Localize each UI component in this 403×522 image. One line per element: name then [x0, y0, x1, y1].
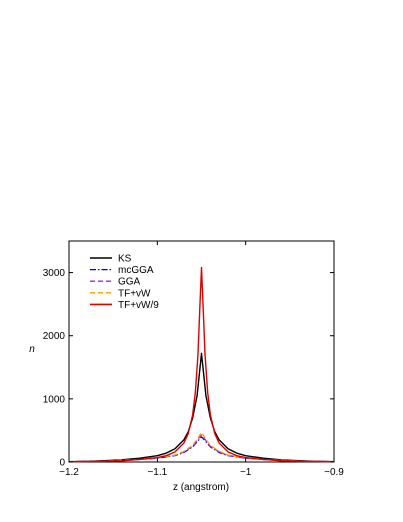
- series-line-tf-vw-9: [68, 266, 335, 463]
- y-tick-label: 1000: [43, 394, 66, 405]
- y-tick-label: 2000: [43, 331, 66, 342]
- legend-label: TF+vW: [118, 288, 151, 299]
- series-layer: [68, 266, 335, 463]
- y-tick-label: 3000: [43, 268, 66, 279]
- legend-label: TF+vW/9: [118, 300, 159, 311]
- series-line-mcgga: [68, 436, 335, 463]
- y-tick-label: 0: [59, 458, 65, 469]
- x-axis-label: z (angstrom): [173, 482, 229, 493]
- series-line-gga: [68, 434, 335, 463]
- series-line-ks: [68, 352, 335, 463]
- legend-label: GGA: [118, 277, 141, 288]
- x-tick-label: −1: [240, 467, 252, 478]
- x-tick-label: −0.9: [324, 467, 344, 478]
- x-tick-label: −1.2: [59, 467, 79, 478]
- x-tick-label: −1.1: [147, 467, 167, 478]
- y-axis-label: n: [29, 344, 35, 355]
- legend-label: KS: [118, 254, 132, 265]
- legend-label: mcGGA: [118, 265, 154, 276]
- ticks-layer: −1.2 −1.1 −1 −0.9 0 1000 2000 3000: [43, 241, 344, 478]
- plot-frame: [68, 240, 335, 463]
